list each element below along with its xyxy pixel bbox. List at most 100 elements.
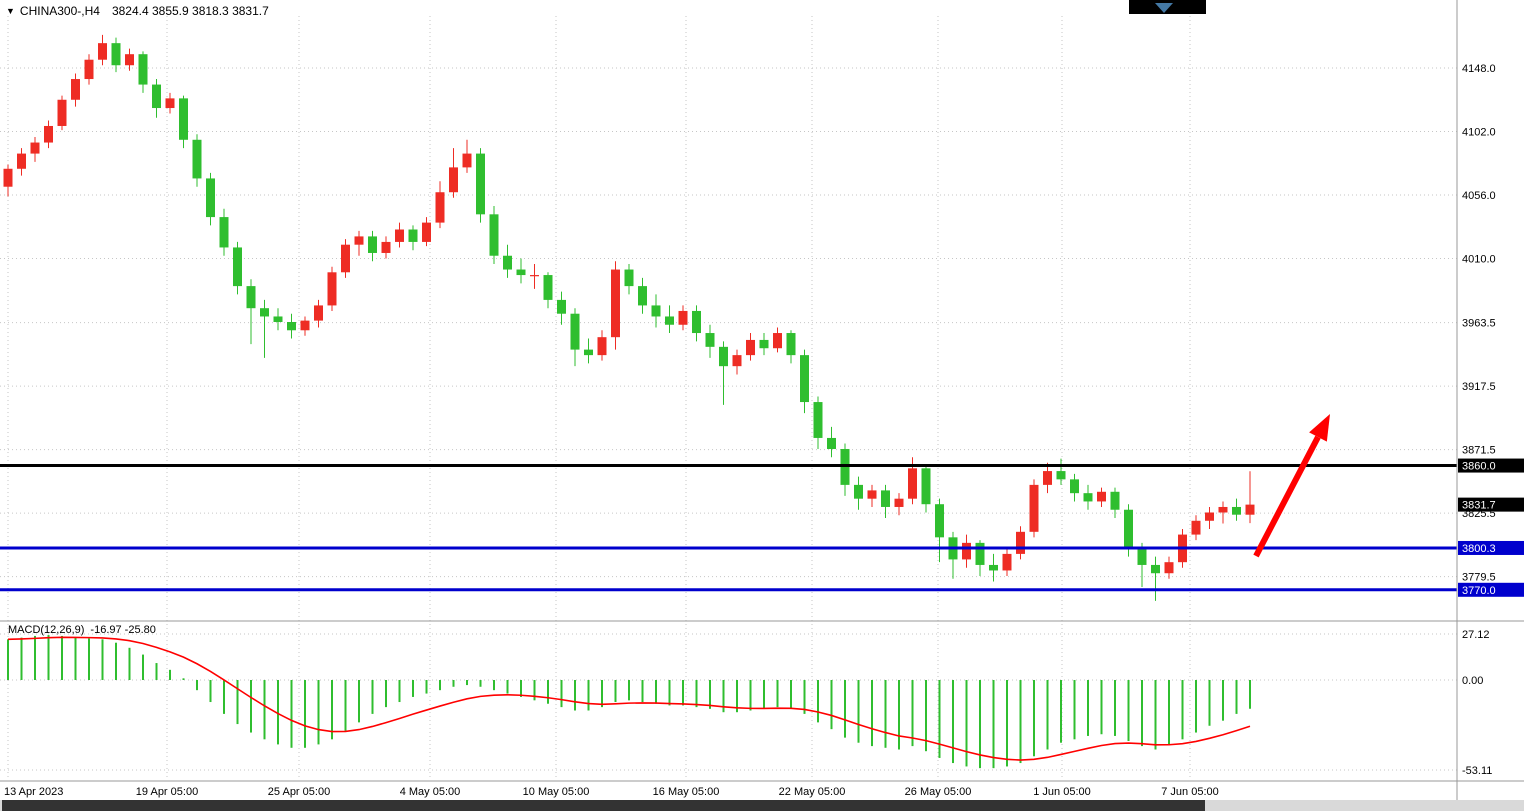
candle-body bbox=[651, 305, 661, 317]
candle-body bbox=[44, 125, 53, 143]
price-axis-label: 4148.0 bbox=[1462, 63, 1496, 75]
candle-body bbox=[786, 333, 796, 356]
candle-body bbox=[1016, 531, 1025, 554]
candle-body bbox=[57, 99, 67, 126]
macd-signal-line bbox=[7, 636, 1251, 761]
candle-body bbox=[530, 275, 539, 277]
candle-body bbox=[138, 54, 148, 85]
price-axis-label: 4056.0 bbox=[1462, 190, 1496, 202]
candle-body bbox=[921, 468, 931, 505]
candle-body bbox=[1164, 562, 1174, 574]
candle-body bbox=[624, 269, 634, 287]
candle-body bbox=[1029, 484, 1039, 532]
candle-body bbox=[246, 286, 256, 309]
candle-body bbox=[111, 43, 121, 66]
time-axis-label: 16 May 05:00 bbox=[653, 786, 720, 798]
chart-title: ▼ CHINA300-,H4 3824.4 3855.9 3818.3 3831.7 bbox=[6, 4, 269, 18]
candle-body bbox=[611, 269, 620, 338]
candle-body bbox=[678, 310, 688, 325]
time-axis-label: 26 May 05:00 bbox=[905, 786, 972, 798]
macd-values: -16.97 -25.80 bbox=[90, 624, 156, 636]
candle-body bbox=[300, 320, 310, 331]
candle-body bbox=[395, 229, 404, 242]
candle-body bbox=[368, 236, 377, 253]
time-axis-label: 1 Jun 05:00 bbox=[1033, 786, 1091, 798]
candle-body bbox=[408, 229, 418, 242]
candle-body bbox=[867, 490, 877, 499]
candle-body bbox=[1191, 520, 1201, 535]
candle-body bbox=[476, 153, 485, 215]
candle-body bbox=[584, 349, 593, 356]
candle-body bbox=[543, 275, 553, 300]
candle-body bbox=[152, 84, 161, 109]
candle-body bbox=[219, 217, 229, 248]
candle-body bbox=[341, 244, 350, 273]
trend-arrow-head[interactable] bbox=[1309, 414, 1330, 442]
macd-name: MACD(12,26,9) bbox=[8, 624, 85, 636]
candle-body bbox=[719, 346, 728, 367]
candle-body bbox=[1002, 553, 1012, 571]
price-tag-label: 3770.0 bbox=[1462, 585, 1496, 597]
candle-body bbox=[962, 542, 971, 560]
candle-body bbox=[692, 310, 701, 334]
candle-body bbox=[1205, 512, 1214, 521]
candle-body bbox=[165, 98, 175, 109]
candle-body bbox=[1245, 504, 1255, 515]
candle-body bbox=[597, 337, 607, 356]
chart-shift-icon[interactable] bbox=[1155, 3, 1173, 13]
candle-body bbox=[759, 339, 769, 349]
collapse-chart-icon[interactable]: ▼ bbox=[6, 6, 15, 16]
time-axis-label: 19 Apr 05:00 bbox=[136, 786, 198, 798]
candle-body bbox=[813, 402, 823, 438]
candle-body bbox=[1151, 564, 1160, 574]
ohlc-values: 3824.4 3855.9 3818.3 3831.7 bbox=[111, 4, 269, 18]
candle-body bbox=[1097, 491, 1106, 502]
price-tag-label: 3831.7 bbox=[1462, 500, 1496, 512]
candle-body bbox=[354, 236, 364, 245]
time-axis-label: 22 May 05:00 bbox=[779, 786, 846, 798]
candle-body bbox=[975, 542, 985, 565]
trend-arrow-shaft[interactable] bbox=[1253, 435, 1321, 558]
price-tag-label: 3800.3 bbox=[1462, 543, 1496, 555]
candle-body bbox=[908, 468, 917, 499]
macd-axis-label: 27.12 bbox=[1462, 629, 1490, 641]
candle-body bbox=[462, 153, 472, 168]
candle-body bbox=[233, 247, 242, 287]
time-axis-label: 25 Apr 05:00 bbox=[268, 786, 330, 798]
time-axis-label: 7 Jun 05:00 bbox=[1161, 786, 1219, 798]
time-axis-label: 4 May 05:00 bbox=[400, 786, 461, 798]
candle-body bbox=[422, 222, 431, 242]
candle-body bbox=[98, 43, 107, 60]
candle-body bbox=[732, 355, 742, 367]
candle-body bbox=[71, 79, 80, 100]
candle-body bbox=[570, 313, 580, 350]
candle-body bbox=[3, 168, 13, 187]
candle-body bbox=[314, 305, 323, 321]
candle-body bbox=[503, 255, 512, 270]
support-line-3800-tag bbox=[1458, 540, 1524, 555]
candle-body bbox=[125, 54, 134, 66]
price-axis-label: 3779.5 bbox=[1462, 572, 1496, 584]
last-price-tag-tag bbox=[1458, 497, 1524, 512]
candle-body bbox=[1056, 471, 1066, 480]
candle-body bbox=[192, 139, 202, 179]
candle-body bbox=[854, 484, 863, 499]
macd-axis-label: -53.11 bbox=[1462, 765, 1492, 777]
candle-body bbox=[1110, 491, 1120, 510]
price-axis-label: 4010.0 bbox=[1462, 253, 1496, 265]
candle-body bbox=[30, 142, 40, 154]
macd-indicator-label: MACD(12,26,9) -16.97 -25.80 bbox=[8, 624, 162, 636]
scrollbar-thumb[interactable] bbox=[2, 800, 1205, 811]
candle-body bbox=[273, 316, 283, 322]
candle-body bbox=[206, 178, 215, 218]
candle-body bbox=[705, 333, 715, 347]
candle-body bbox=[894, 498, 904, 507]
candle-body bbox=[1083, 493, 1093, 502]
price-axis-label: 3917.5 bbox=[1462, 381, 1496, 393]
macd-axis-label: 0.00 bbox=[1462, 675, 1483, 687]
horizontal-scrollbar[interactable] bbox=[0, 800, 1524, 811]
price-axis-label: 3871.5 bbox=[1462, 445, 1496, 457]
candle-body bbox=[84, 59, 94, 80]
price-axis-label: 4102.0 bbox=[1462, 126, 1496, 138]
